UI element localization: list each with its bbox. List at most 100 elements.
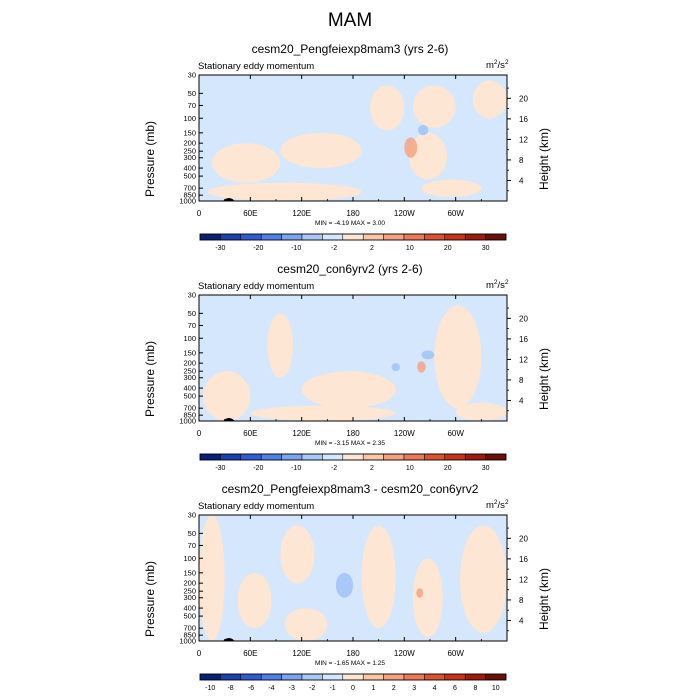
contour-region-positive: [472, 80, 507, 119]
x-tick-label: 180: [346, 649, 360, 658]
y-tick-label: 850: [183, 411, 196, 420]
y-tick-label: 300: [183, 593, 196, 602]
y-tick-label: 850: [183, 631, 196, 640]
contour-region-negative: [421, 350, 435, 360]
colorbar-swatch: [322, 453, 344, 461]
y-tick-label: 400: [183, 384, 196, 393]
y-tick-label: 70: [188, 101, 196, 110]
x-tick-label: 60E: [243, 649, 257, 658]
contour-region-positive: [434, 305, 482, 409]
colorbar-label: -2: [331, 465, 337, 472]
contour-region-positive: [250, 405, 396, 421]
y-tick-label: 250: [183, 147, 196, 156]
colorbar-swatch: [485, 673, 507, 681]
y-tick-label: 70: [188, 541, 196, 550]
y-tick-label: 300: [183, 153, 196, 162]
colorbar-label: -10: [291, 245, 301, 252]
y-tick-label: 400: [183, 604, 196, 613]
x-tick-label: 60W: [447, 209, 464, 218]
colorbar-label: -30: [215, 465, 225, 472]
panel-title: cesm20_Pengfeiexp8mam3 (yrs 2-6): [251, 42, 449, 56]
y-tick-label: 500: [183, 172, 196, 181]
y-tick-label: 300: [183, 373, 196, 382]
x-tick-label: 60E: [243, 429, 257, 438]
x-tick-label: 120W: [394, 429, 415, 438]
y2-tick-label: 12: [519, 355, 528, 364]
y-tick-label: 150: [183, 128, 196, 137]
x-tick-label: 120E: [292, 429, 311, 438]
contour-region-positive: [267, 313, 294, 378]
colorbar-label: 10: [492, 685, 500, 692]
contour-region-negative: [391, 363, 401, 372]
y2-tick-label: 12: [519, 135, 528, 144]
colorbar-label: 0: [351, 685, 355, 692]
x-tick-label: 120W: [394, 649, 415, 658]
y2-tick-label: 12: [519, 575, 528, 584]
colorbar-label: -10: [205, 685, 215, 692]
y-tick-label: 700: [183, 624, 196, 633]
colorbar-label: 6: [453, 685, 457, 692]
contour-region-positive: [459, 525, 507, 633]
colorbar-swatch: [301, 233, 323, 241]
variable-label: Stationary eddy momentum: [198, 61, 315, 72]
colorbar-swatch: [220, 673, 242, 681]
colorbar-swatch: [444, 453, 466, 461]
colorbar-swatch: [199, 673, 221, 681]
colorbar-label: 2: [392, 685, 396, 692]
contour-region-positive_strong: [417, 361, 426, 373]
colorbar-swatch: [199, 453, 221, 461]
colorbar-label: -6: [248, 685, 254, 692]
variable-label: Stationary eddy momentum: [198, 281, 315, 292]
colorbar-frame: [199, 233, 507, 241]
y-tick-label: 150: [183, 568, 196, 577]
y2-tick-label: 16: [519, 115, 528, 124]
colorbar-swatch: [362, 673, 384, 681]
topography: [222, 198, 235, 201]
y-tick-label: 30: [188, 291, 196, 300]
topography: [222, 638, 235, 641]
contour-region-positive: [412, 85, 456, 128]
units-label: m2/s2: [486, 59, 509, 72]
x-tick-label: 60W: [447, 429, 464, 438]
colorbar-swatch: [301, 453, 323, 461]
contour-region-negative: [418, 124, 429, 136]
topography: [222, 418, 235, 421]
colorbar-swatch: [464, 453, 486, 461]
units-label: m2/s2: [486, 279, 509, 292]
colorbar-swatch: [281, 673, 303, 681]
colorbar-label: -20: [253, 465, 263, 472]
colorbar-label: 8: [473, 685, 477, 692]
contour-region-positive: [207, 182, 362, 202]
y-tick-label: 200: [183, 139, 196, 148]
x-tick-label: 0: [197, 429, 202, 438]
colorbar-swatch: [342, 673, 364, 681]
contour-region-positive: [237, 572, 272, 629]
colorbar-label: 20: [444, 245, 452, 252]
units-label: m2/s2: [486, 499, 509, 512]
colorbar-swatch: [424, 453, 446, 461]
contour-region-positive: [412, 558, 443, 638]
colorbar-swatch: [485, 233, 507, 241]
y2-tick-label: 16: [519, 335, 528, 344]
colorbar-swatch: [301, 673, 323, 681]
colorbar-swatch: [403, 233, 425, 241]
colorbar-label: 10: [406, 245, 414, 252]
contour-region-positive: [370, 85, 405, 131]
y-tick-label: 50: [188, 309, 196, 318]
colorbar-swatch: [362, 233, 384, 241]
plot-svg: 0 60E 120E 180 120W 60W3050701001502002503004…: [179, 511, 528, 693]
colorbar-label: -20: [253, 245, 263, 252]
colorbar-swatch: [464, 673, 486, 681]
x-tick-label: 180: [346, 429, 360, 438]
y-tick-label: 200: [183, 579, 196, 588]
colorbar-label: -10: [291, 465, 301, 472]
colorbar-swatch: [322, 233, 344, 241]
y-tick-label: 50: [188, 89, 196, 98]
colorbar-swatch: [444, 673, 466, 681]
y-tick-label: 700: [183, 404, 196, 413]
x-tick-label: 180: [346, 209, 360, 218]
contour-region-negative: [335, 572, 354, 598]
y-tick-label: 1000: [179, 417, 196, 426]
y2-tick-label: 8: [519, 376, 524, 385]
colorbar-swatch: [240, 233, 262, 241]
